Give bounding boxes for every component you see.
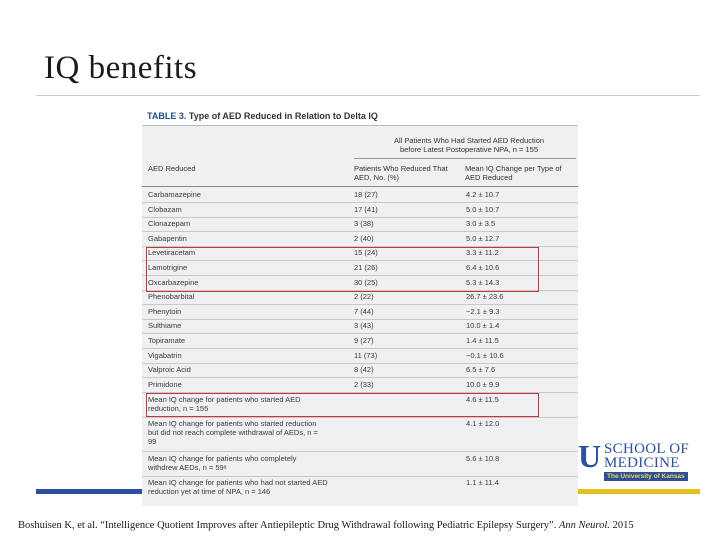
aed-name: Vigabatrin: [148, 350, 182, 360]
aed-name: Gabapentin: [148, 233, 187, 243]
aed-name: Primidone: [148, 379, 182, 389]
row-divider: [142, 348, 578, 349]
patients-reduced: 15 (24): [354, 248, 378, 258]
patients-reduced: 3 (38): [354, 219, 374, 229]
mean-iq-change: 10.0 ± 9.9: [466, 379, 500, 389]
row-divider: [142, 245, 578, 247]
patients-reduced: 21 (26): [354, 263, 378, 272]
row-divider: [142, 377, 578, 379]
summary-iq-change: 5.6 ± 10.8: [466, 454, 500, 463]
summary-iq-change: 4.1 ± 12.0: [466, 419, 500, 428]
aed-name: Sulthiame: [148, 321, 182, 331]
patients-reduced: 18 (27): [354, 190, 378, 199]
mean-iq-change: 6.4 ± 10.6: [466, 263, 500, 272]
aed-name: Oxcarbazepine: [148, 277, 199, 287]
citation-year: 2015: [612, 520, 634, 531]
table-caption: TABLE 3. Type of AED Reduced in Relation…: [142, 106, 578, 126]
aed-table: TABLE 3. Type of AED Reduced in Relation…: [142, 106, 578, 506]
aed-name: Lamotrigine: [148, 263, 188, 272]
span-header: All Patients Who Had Started AED Reducti…: [374, 136, 564, 154]
highlight-box-summary: [146, 393, 539, 417]
summary-label: Mean IQ change for patients who started …: [148, 395, 301, 413]
column-header-aed: AED Reduced: [148, 164, 196, 173]
row-divider: [142, 260, 578, 262]
row-divider: [142, 391, 578, 393]
university-logo: U SCHOOL OF MEDICINE The University of K…: [578, 440, 698, 486]
summary-label: Mean IQ change for patients who complete…: [148, 454, 297, 472]
patients-reduced: 2 (40): [354, 233, 374, 243]
span-header-line2: before Latest Postoperative NPA, n = 155: [399, 145, 539, 154]
row-divider: [142, 289, 578, 291]
aed-name: Phenobarbital: [148, 292, 195, 302]
aed-name: Clonazepam: [148, 219, 191, 229]
row-divider: [142, 417, 578, 418]
mean-iq-change: −0.1 ± 10.6: [466, 350, 504, 360]
title-divider: [36, 95, 700, 96]
mean-iq-change: 4.2 ± 10.7: [466, 190, 500, 199]
patients-reduced: 11 (73): [354, 350, 378, 360]
table-caption-label: TABLE 3.: [147, 111, 187, 121]
citation-main: Boshuisen K, et al. “Intelligence Quotie…: [18, 520, 557, 531]
patients-reduced: 2 (22): [354, 292, 374, 302]
mean-iq-change: 10.0 ± 1.4: [466, 321, 500, 331]
mean-iq-change: 3.0 ± 3.5: [466, 219, 496, 229]
aed-name: Carbamazepine: [148, 190, 201, 199]
highlight-box-aeds: [146, 247, 539, 292]
row-divider: [142, 476, 578, 477]
mean-iq-change: 6.5 ± 7.6: [466, 365, 496, 375]
logo-tagline: The University of Kansas: [604, 472, 688, 481]
mean-iq-change: 5.3 ± 14.3: [466, 277, 500, 287]
summary-iq-change: 1.1 ± 11.4: [466, 478, 499, 487]
row-divider: [142, 231, 578, 233]
header-rule: [142, 186, 578, 187]
patients-reduced: 17 (41): [354, 204, 378, 214]
summary-label: Mean IQ change for patients who had not …: [148, 478, 328, 496]
span-header-line1: All Patients Who Had Started AED Reducti…: [393, 136, 545, 145]
row-divider: [142, 304, 578, 306]
logo-line1: SCHOOL OF: [604, 441, 690, 457]
patients-reduced: 8 (42): [354, 365, 374, 375]
summary-label: Mean IQ change for patients who started …: [148, 419, 318, 446]
row-divider: [142, 362, 578, 364]
row-divider: [142, 202, 578, 203]
mean-iq-change: 3.3 ± 11.2: [466, 248, 499, 258]
mean-iq-change: 26.7 ± 23.6: [466, 292, 504, 302]
logo-line2: MEDICINE: [604, 455, 680, 471]
row-divider: [142, 318, 578, 320]
row-divider: [142, 275, 578, 276]
mean-iq-change: −2.1 ± 9.3: [466, 306, 500, 316]
column-header-iq-change: Mean IQ Change per Type of AED Reduced: [465, 164, 562, 182]
aed-name: Phenytoin: [148, 306, 182, 316]
mean-iq-change: 1.4 ± 11.5: [466, 336, 499, 345]
table-caption-text: Type of AED Reduced in Relation to Delta…: [188, 111, 378, 121]
aed-name: Clobazam: [148, 204, 182, 214]
patients-reduced: 3 (43): [354, 321, 374, 331]
mean-iq-change: 5.0 ± 12.7: [466, 233, 500, 243]
logo-mark: U: [578, 438, 602, 474]
mean-iq-change: 5.0 ± 10.7: [466, 204, 500, 214]
row-divider: [142, 451, 578, 452]
patients-reduced: 2 (33): [354, 379, 374, 389]
row-divider: [142, 333, 578, 335]
aed-name: Valproic Acid: [148, 365, 191, 375]
citation-journal: Ann Neurol.: [558, 520, 610, 531]
aed-name: Levetiracetam: [148, 248, 196, 258]
column-header-patients: Patients Who Reduced That AED, No. (%): [354, 164, 448, 182]
patients-reduced: 30 (25): [354, 277, 378, 287]
citation: Boshuisen K, et al. “Intelligence Quotie…: [18, 520, 634, 531]
summary-iq-change: 4.6 ± 11.5: [466, 395, 499, 404]
patients-reduced: 7 (44): [354, 306, 374, 316]
aed-name: Topiramate: [148, 336, 186, 345]
slide-title: IQ benefits: [44, 50, 198, 86]
patients-reduced: 9 (27): [354, 336, 374, 345]
row-divider: [142, 216, 578, 218]
span-header-rule: [354, 158, 576, 159]
